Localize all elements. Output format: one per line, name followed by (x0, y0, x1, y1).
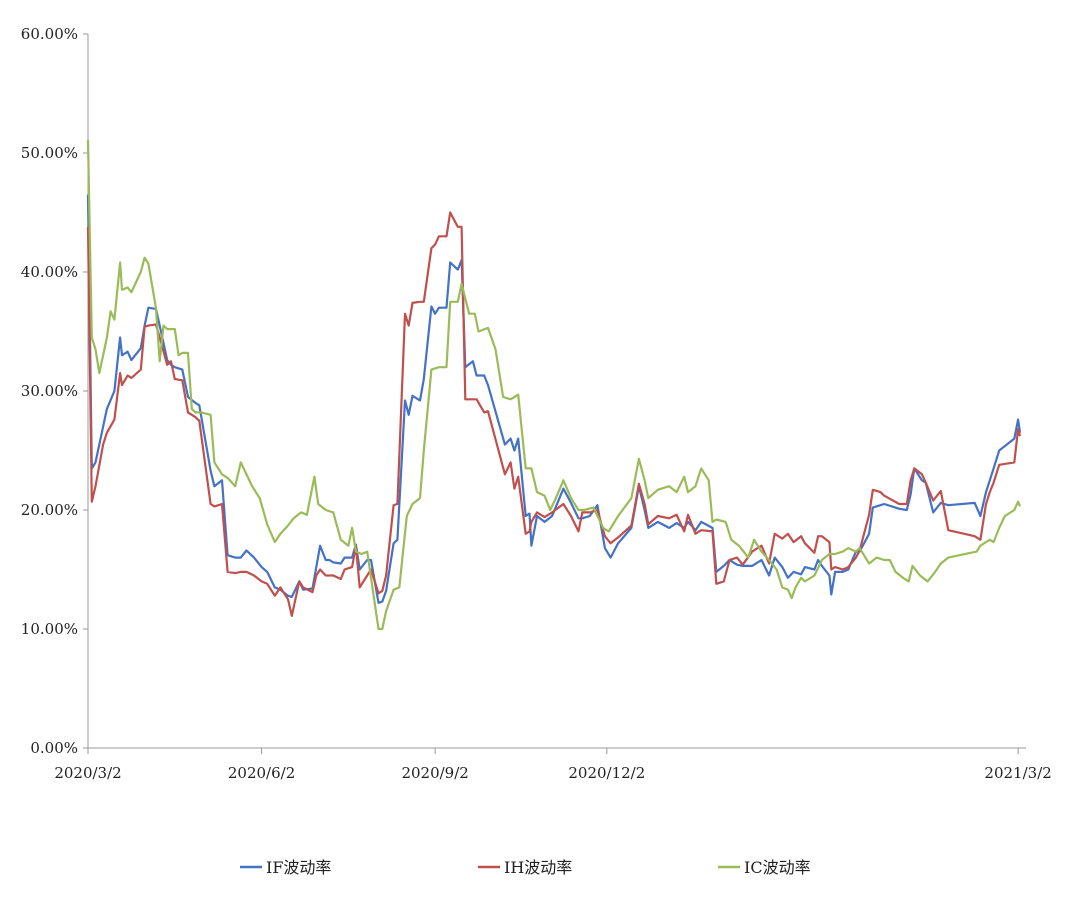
y-tick-label: 60.00% (21, 25, 78, 43)
y-tick-label: 20.00% (21, 501, 78, 519)
x-tick-label: 2020/3/2 (54, 764, 121, 782)
y-tick-label: 0.00% (30, 739, 78, 757)
series-line-1 (86, 194, 1022, 604)
legend-label-2: IH波动率 (504, 858, 572, 877)
y-tick-label: 30.00% (21, 382, 78, 400)
legend-label-1: IF波动率 (266, 858, 331, 877)
series-lines (86, 139, 1022, 631)
x-tick-label: 2020/12/2 (568, 764, 645, 782)
y-tick-label: 50.00% (21, 144, 78, 162)
x-tick-label: 2020/6/2 (228, 764, 295, 782)
legend-label-3: IC波动率 (744, 858, 811, 877)
axes: 0.00% 10.00% 20.00% 30.00% 40.00% 50.00% 60.00… (21, 25, 1052, 782)
x-tick-label: 2021/3/2 (984, 764, 1051, 782)
y-tick-label: 40.00% (21, 263, 78, 281)
series-line-3 (86, 139, 1022, 631)
series-line-2 (86, 211, 1022, 617)
y-tick-label: 10.00% (21, 620, 78, 638)
x-tick-label: 2020/9/2 (401, 764, 468, 782)
legend: IF波动率 IH波动率 IC波动率 (240, 858, 811, 877)
